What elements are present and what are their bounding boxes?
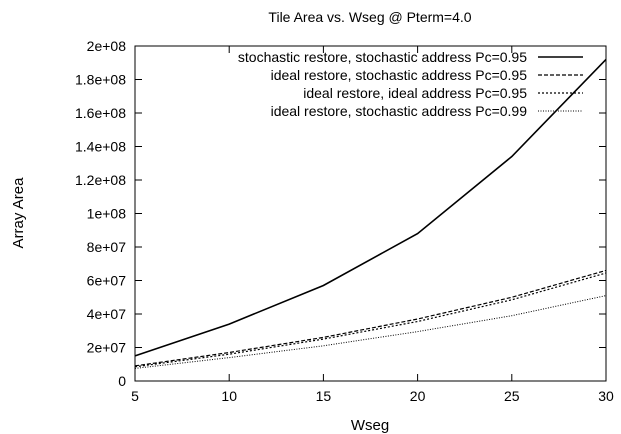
x-tick-label: 15 — [316, 388, 332, 404]
y-tick-label: 0 — [118, 373, 126, 389]
y-tick-label: 1.2e+08 — [75, 172, 126, 188]
y-tick-label: 6e+07 — [87, 273, 127, 289]
series-line-3 — [134, 272, 607, 368]
y-tick-label: 8e+07 — [87, 239, 127, 255]
x-tick-label: 5 — [131, 388, 139, 404]
y-tick-label: 1.4e+08 — [75, 139, 126, 155]
legend: stochastic restore, stochastic address P… — [238, 49, 583, 119]
y-tick-label: 4e+07 — [87, 306, 127, 322]
series-line-1 — [134, 58, 607, 357]
y-tick-label: 2e+08 — [87, 38, 127, 54]
x-axis: 5 10 15 20 25 30 — [131, 46, 614, 404]
y-tick-label: 1.6e+08 — [75, 105, 126, 121]
y-tick-label: 2e+07 — [87, 340, 127, 356]
y-axis-title: Array Area — [10, 177, 27, 249]
x-tick-label: 20 — [410, 388, 426, 404]
series-lines — [134, 58, 607, 369]
x-tick-label: 30 — [598, 388, 614, 404]
x-tick-label: 25 — [504, 388, 520, 404]
series-line-2 — [134, 269, 607, 367]
y-axis: 0 2e+07 4e+07 6e+07 8e+07 1e+08 1.2e+08 1.4e+08… — [75, 38, 606, 389]
x-axis-title: Wseg — [351, 417, 389, 434]
x-tick-label: 10 — [221, 388, 237, 404]
legend-label-4: ideal restore, stochastic address Pc=0.9… — [271, 103, 528, 119]
legend-label-1: stochastic restore, stochastic address P… — [238, 49, 527, 65]
chart-title: Tile Area vs. Wseg @ Pterm=4.0 — [268, 9, 471, 25]
y-tick-label: 1e+08 — [87, 206, 127, 222]
y-tick-label: 1.8e+08 — [75, 72, 126, 88]
legend-label-2: ideal restore, stochastic address Pc=0.9… — [271, 67, 528, 83]
legend-label-3: ideal restore, ideal address Pc=0.95 — [303, 85, 527, 101]
